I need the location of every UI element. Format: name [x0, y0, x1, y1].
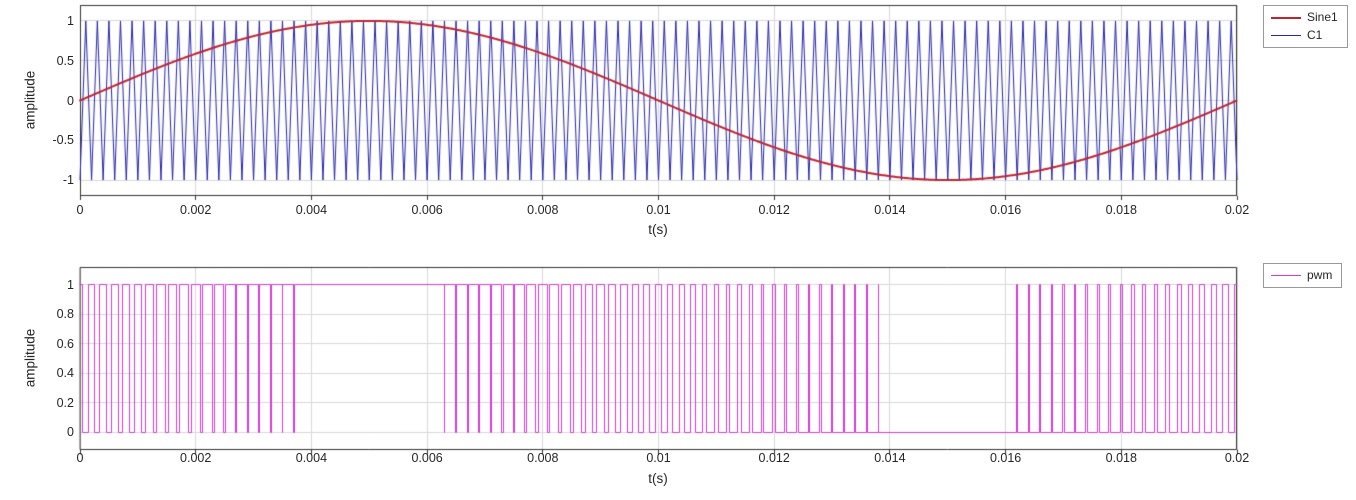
top-plot-x-tick-label: 0 — [76, 203, 84, 217]
top-plot-x-tick-label: 0.014 — [874, 203, 906, 217]
bottom-plot-y-tick-label: 0.4 — [56, 366, 74, 381]
bottom-plot-x-tick-label: 0.004 — [295, 451, 328, 465]
legend-entry: pwm — [1271, 269, 1332, 282]
top-plot-x-tick-label: 0.016 — [989, 203, 1022, 217]
bottom-plot-y-tick-label: 0 — [67, 425, 74, 440]
legend-entry: Sine1 — [1271, 11, 1338, 24]
bottom-plot-x-tick-label: 0.012 — [758, 451, 790, 465]
top-plot-legend: Sine1 C1 — [1263, 5, 1348, 48]
bottom-plot-xlabel: t(s) — [648, 471, 668, 486]
legend-entry-label: Sine1 — [1307, 10, 1338, 24]
bottom-plot-y-tick-label: 1 — [67, 277, 74, 292]
top-plot-y-tick-label: 0.5 — [56, 53, 74, 68]
top-plot-x-tick-label: 0.01 — [646, 203, 671, 217]
top-plot-y-tick-label: -1 — [62, 173, 74, 188]
top-plot-x-tick-label: 0.006 — [411, 203, 443, 217]
top-plot-x-tick-label: 0.02 — [1224, 203, 1250, 217]
top-plot-y-tick-label: 1 — [67, 13, 74, 28]
bottom-plot-y-tick-label: 0.8 — [56, 307, 74, 322]
bottom-plot-legend: pwm — [1263, 263, 1343, 288]
bottom-plot-x-tick-label: 0.008 — [527, 451, 559, 465]
top-plot-x-tick-label: 0.008 — [527, 203, 559, 217]
legend-line-sample — [1271, 275, 1301, 276]
legend-line-sample — [1271, 16, 1301, 19]
bottom-plot-y-tick-label: 0.6 — [56, 336, 74, 351]
legend-entry-label: pwm — [1307, 268, 1333, 282]
legend-line-sample — [1271, 35, 1301, 36]
bottom-plot-x-tick-label: 0 — [76, 451, 84, 465]
bottom-plot-y-tick-label: 0.2 — [56, 395, 74, 410]
bottom-plot-x-tick-label: 0.016 — [989, 451, 1022, 465]
bottom-plot-x-tick-label: 0.002 — [180, 451, 212, 465]
top-plot-x-tick-label: 0.004 — [295, 203, 328, 217]
legend-entry: C1 — [1271, 29, 1338, 42]
bottom-plot-x-tick-label: 0.01 — [646, 451, 671, 465]
top-plot-y-tick-label: 0 — [67, 93, 74, 108]
top-plot-xlabel: t(s) — [648, 222, 668, 237]
top-plot-x-tick-label: 0.018 — [1105, 203, 1137, 217]
top-plot-x-tick-label: 0.002 — [180, 203, 212, 217]
bottom-plot-x-tick-label: 0.02 — [1224, 451, 1250, 465]
top-plot-y-tick-label: -0.5 — [52, 133, 74, 148]
top-plot-x-tick-label: 0.012 — [758, 203, 790, 217]
bottom-plot-x-tick-label: 0.014 — [874, 451, 906, 465]
bottom-plot-x-tick-label: 0.018 — [1105, 451, 1137, 465]
bottom-plot-x-tick-label: 0.006 — [411, 451, 443, 465]
legend-entry-label: C1 — [1307, 28, 1323, 42]
